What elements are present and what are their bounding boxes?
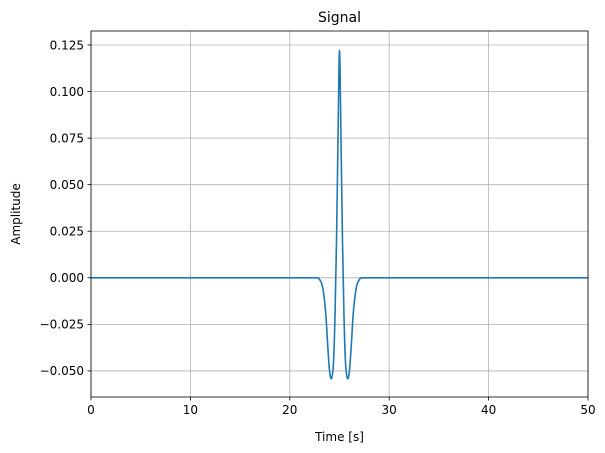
x-tick-label: 30 bbox=[382, 403, 397, 417]
y-tick-label: 0.075 bbox=[50, 131, 84, 145]
x-axis-ticks: 0 10 20 30 40 50 bbox=[87, 397, 596, 417]
y-tick-label: 0.125 bbox=[50, 38, 84, 52]
y-tick-label: 0.100 bbox=[50, 85, 84, 99]
x-tick-label: 0 bbox=[87, 403, 95, 417]
x-tick-label: 10 bbox=[183, 403, 198, 417]
y-axis-ticks: −0.050 −0.025 0.000 0.025 0.050 0.075 0.100 0.1… bbox=[40, 38, 91, 378]
plot-frame bbox=[90, 30, 589, 398]
signal-series-line bbox=[91, 49, 589, 380]
y-tick-label: −0.050 bbox=[40, 364, 84, 378]
y-tick-label: −0.025 bbox=[40, 318, 84, 332]
y-axis-label: Amplitude bbox=[9, 183, 23, 245]
series-layer bbox=[91, 49, 589, 380]
x-tick-label: 40 bbox=[481, 403, 496, 417]
x-tick-label: 20 bbox=[282, 403, 297, 417]
y-tick-label: 0.050 bbox=[50, 178, 84, 192]
x-tick-label: 50 bbox=[580, 403, 595, 417]
y-tick-label: 0.025 bbox=[50, 225, 84, 239]
y-tick-label: 0.000 bbox=[50, 271, 84, 285]
chart-title: Signal bbox=[318, 10, 361, 26]
x-axis-label: Time [s] bbox=[314, 430, 364, 444]
